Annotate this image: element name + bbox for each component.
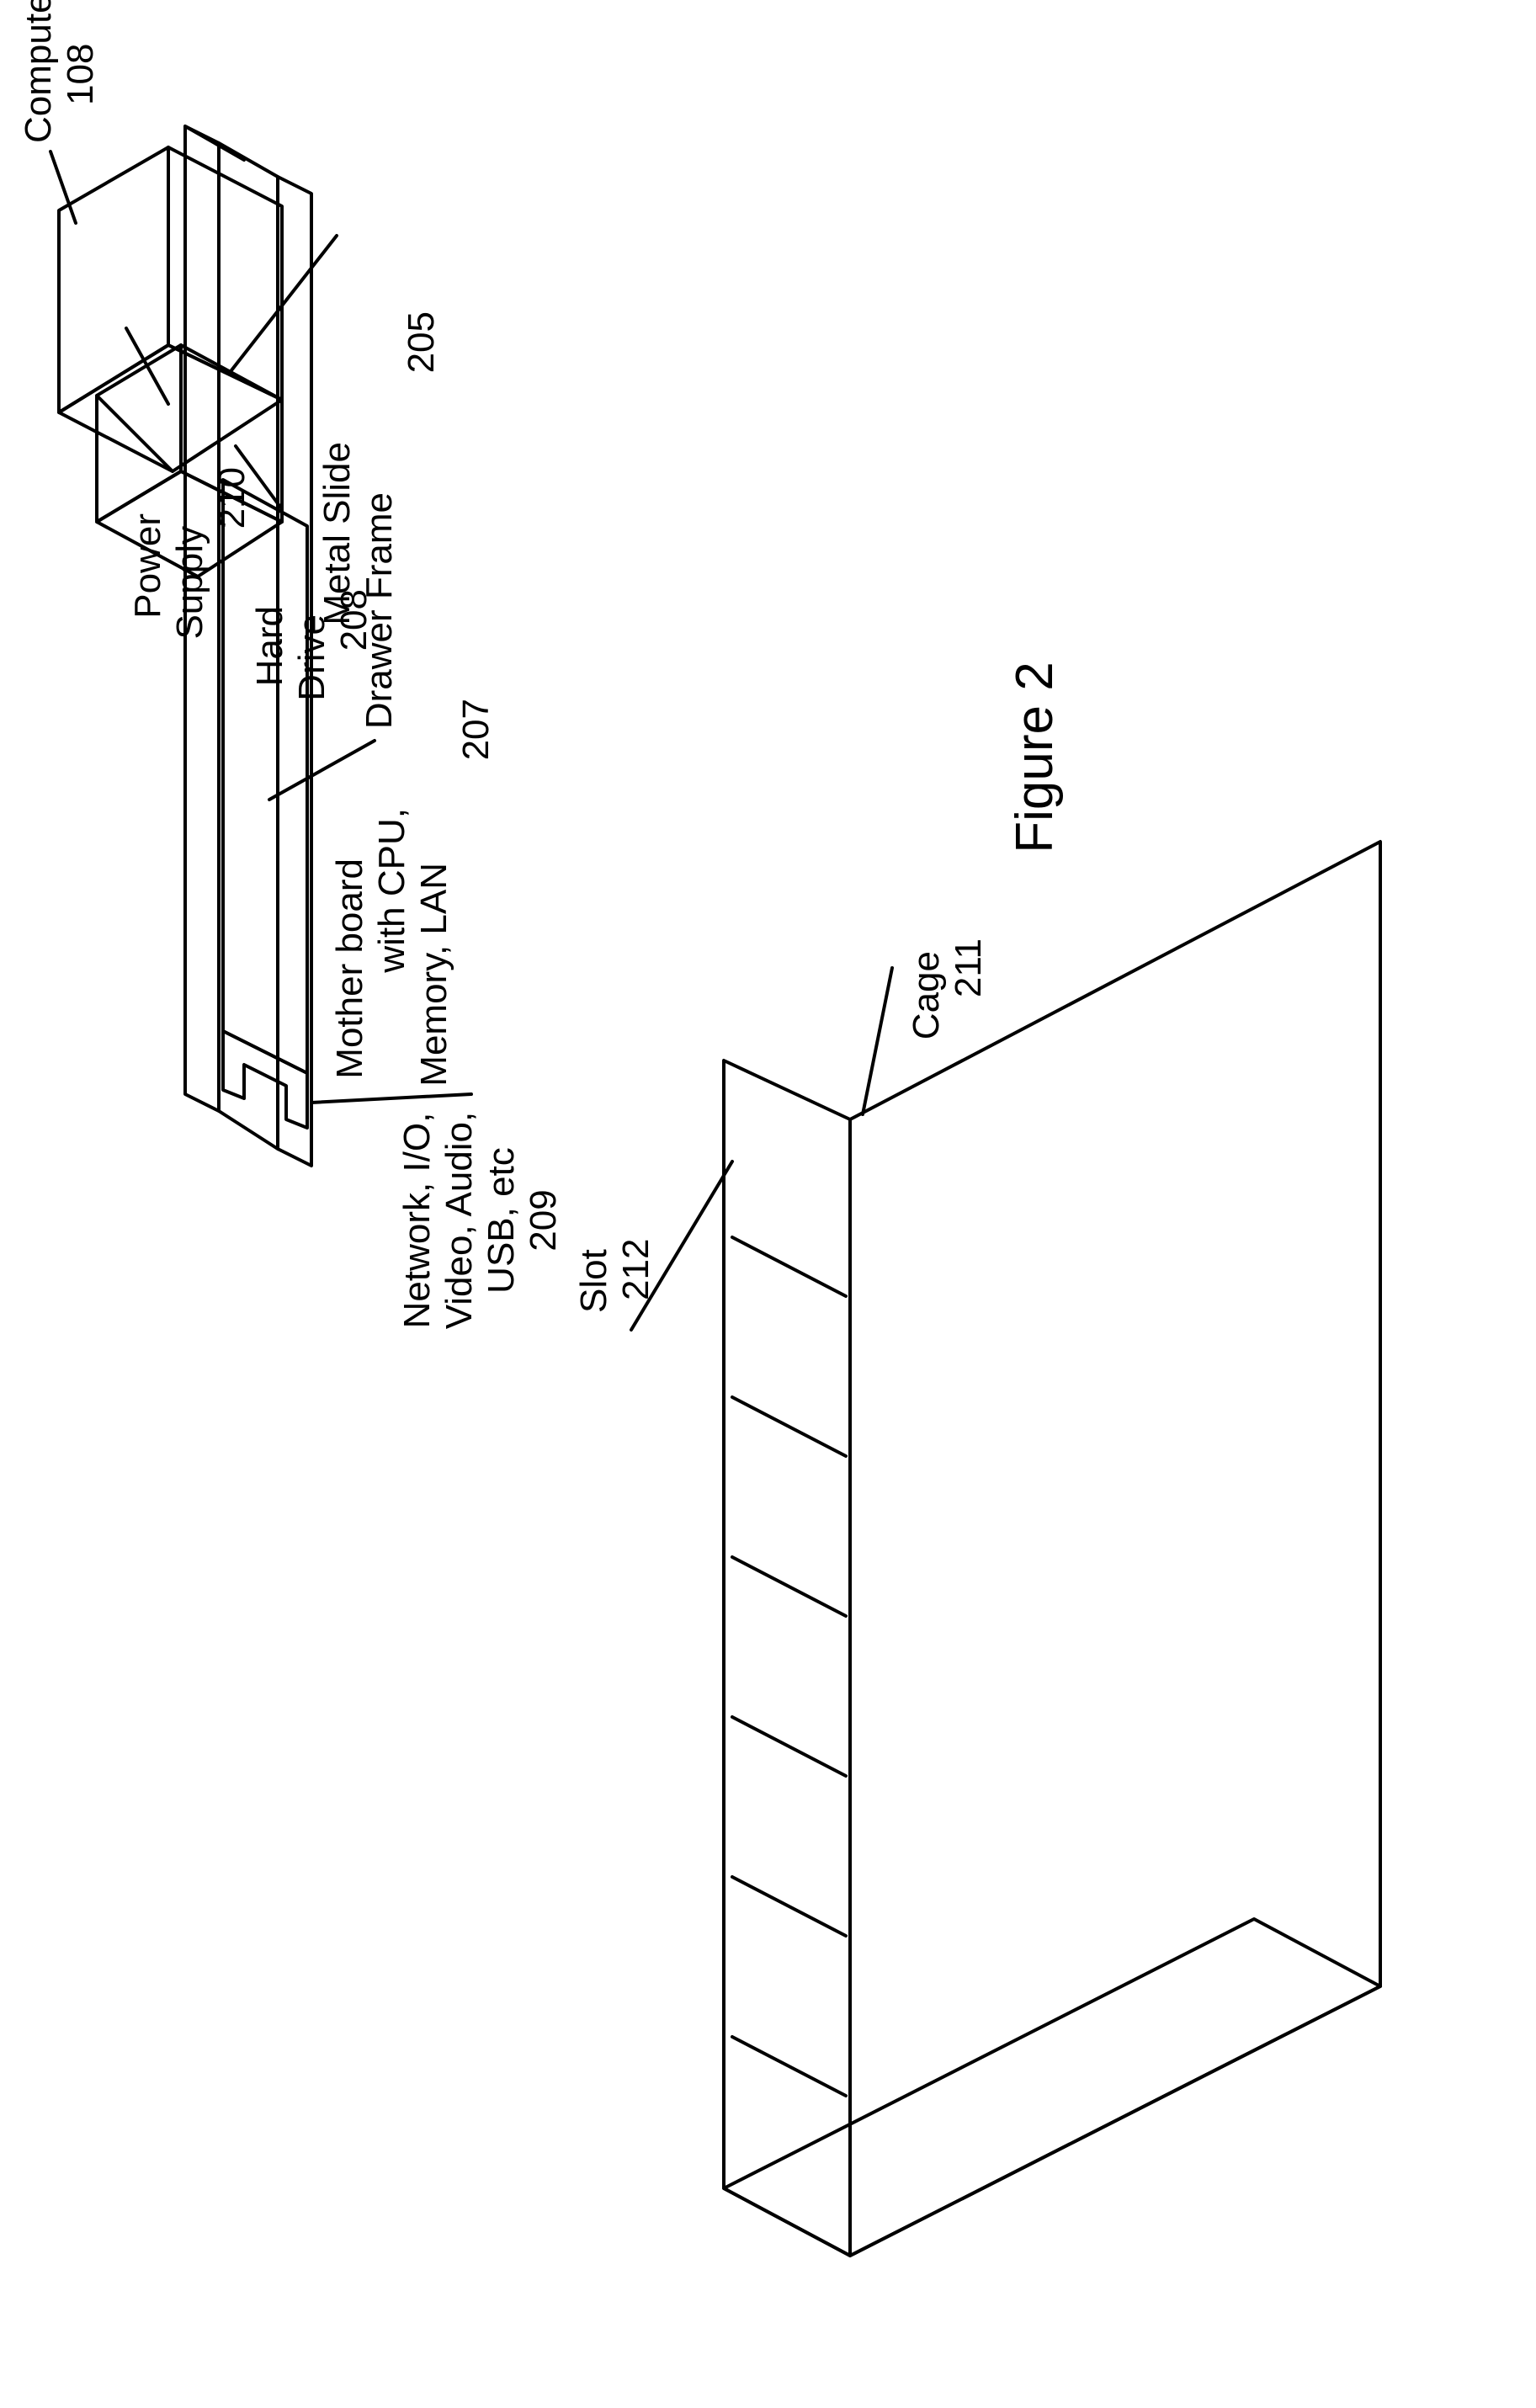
io-label: Network, I/O, Video, Audio, USB, etc 209 — [396, 1112, 564, 1330]
slot-label: Slot 212 — [573, 1239, 656, 1313]
svg-text:Drive: Drive — [291, 614, 332, 701]
svg-text:108: 108 — [60, 44, 101, 105]
cage-label-leader — [863, 968, 892, 1114]
frame-label: Metal Slide Drawer Frame 205 — [316, 311, 442, 729]
computer-label: Computer 108 — [18, 0, 101, 143]
cage — [724, 842, 1380, 2256]
svg-text:Cage: Cage — [906, 951, 947, 1039]
svg-text:Slot: Slot — [573, 1249, 614, 1313]
figure-title: Figure 2 — [1006, 662, 1064, 853]
svg-text:205: 205 — [401, 311, 442, 373]
svg-text:Network, I/O,: Network, I/O, — [396, 1113, 438, 1329]
svg-text:209: 209 — [523, 1189, 564, 1251]
svg-text:207: 207 — [455, 699, 497, 760]
svg-text:USB, etc: USB, etc — [481, 1147, 522, 1294]
mobo-label-leader — [269, 741, 375, 800]
svg-text:Video, Audio,: Video, Audio, — [438, 1112, 480, 1330]
svg-text:212: 212 — [615, 1239, 656, 1300]
svg-text:Memory, LAN: Memory, LAN — [413, 863, 454, 1087]
cage-label: Cage 211 — [906, 938, 989, 1039]
svg-text:Mother board: Mother board — [329, 858, 370, 1079]
svg-text:Hard: Hard — [249, 606, 290, 686]
frame-label-leader — [231, 236, 337, 370]
svg-text:Power: Power — [127, 513, 168, 619]
io-label-leader — [311, 1094, 471, 1103]
svg-text:208: 208 — [333, 589, 375, 651]
mobo-label: Mother board with CPU, Memory, LAN 207 — [329, 699, 497, 1087]
computer-label-leader — [50, 151, 76, 223]
svg-text:210: 210 — [211, 467, 252, 529]
svg-text:Supply: Supply — [169, 526, 210, 640]
svg-text:with CPU,: with CPU, — [371, 808, 412, 974]
svg-text:Computer: Computer — [18, 0, 59, 143]
svg-text:211: 211 — [948, 938, 989, 997]
